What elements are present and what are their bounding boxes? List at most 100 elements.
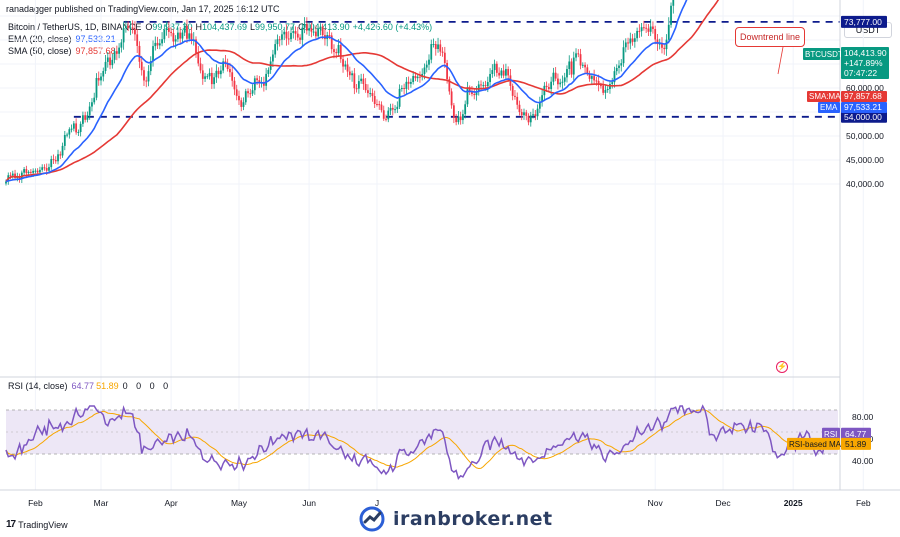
rsi-tag-value-bg [841,427,871,440]
candle-body [654,29,657,40]
candle-body [385,118,387,120]
candle-body [242,102,245,107]
candle-body [45,168,48,171]
candle-body [409,82,412,84]
rsi-legend-value: 64.77 [71,381,95,391]
candle-body [656,39,659,45]
candle-body [136,34,139,46]
candle-body [206,76,209,78]
candle-body [400,88,403,90]
candle-body [672,0,675,6]
candle-body [355,88,358,90]
candle-body [455,117,458,123]
candle-body [120,42,123,48]
candle-body [459,116,462,121]
candle-body [434,44,437,50]
downtrend-callout[interactable]: Downtrend line [735,27,805,47]
candle-body [272,54,274,62]
sma-legend[interactable]: SMA (50, close) 97,857.68 [8,46,116,56]
candle-body [66,134,68,136]
candle-body [68,129,71,135]
candle-body [247,91,249,94]
candle-body [362,78,365,85]
candle-body [299,37,301,40]
rsi-legend-label: RSI (14, close) [8,381,68,391]
candle-body [425,64,428,68]
candle-body [541,95,543,102]
tradingview-logo[interactable]: 17 TradingView [6,519,68,530]
candle-body [208,72,211,77]
candle-body [391,107,394,110]
candle-body [43,167,46,169]
candle-body [61,145,64,156]
candle-body [645,27,648,29]
candle-body [25,169,28,174]
candle-body [86,115,89,120]
candle-body [622,47,625,64]
candle-body [572,57,575,75]
candle-body [480,84,482,86]
ema-legend[interactable]: EMA (20, close) 97,533.21 [8,34,116,44]
candle-body [57,154,59,162]
symbol-name[interactable]: Bitcoin / TetherUS, 1D, BINANCE [8,22,142,32]
candle-body [525,112,528,116]
candle-body [636,30,638,39]
candle-body [11,173,14,176]
candle-body [335,52,338,54]
candle-body [283,31,286,35]
candle-body [448,79,451,92]
price-tag-price: 104,413.90 [844,48,887,58]
candle-body [84,115,87,120]
change-value: +4,426.60 (+4.43%) [352,22,433,32]
candle-body [342,59,344,67]
candle-body [443,52,446,63]
sma-tag-value: 97,857.68 [844,91,882,101]
candle-body [161,39,163,44]
candle-body [333,49,335,53]
watermark: iranbroker.net [358,505,553,533]
candle-body [267,69,270,74]
candle-body [167,28,170,32]
high-value: 104,437.69 [201,22,247,32]
candle-body [484,85,487,87]
candle-body [405,81,408,89]
tv-logo-text: TradingView [18,519,68,530]
candle-body [122,28,125,43]
candle-body [563,77,566,82]
candle-body [138,45,141,62]
candle-body [244,91,247,103]
candle-body [70,128,73,130]
candle-body [502,70,505,76]
candle-body [348,71,351,76]
candle-body [464,104,467,115]
candle-body [226,62,229,69]
candle-body [606,88,609,91]
candle-body [369,93,372,95]
symbol-legend: Bitcoin / TetherUS, 1D, BINANCE O99,987.3… [8,22,435,32]
candle-body [627,42,629,44]
candle-body [195,39,197,54]
candle-body [652,26,654,30]
candle-body [281,34,283,40]
rsi-tag-value: 64.77 [845,429,867,439]
lightning-icon[interactable]: ⚡ [776,361,788,373]
rsi-legend[interactable]: RSI (14, close) 64.77 51.89 0 0 0 0 [8,381,171,391]
level-tag-label-3: 73,777.00 [844,17,882,27]
open-key: O [145,22,153,32]
candle-body [179,32,182,39]
candle-body [529,115,532,123]
candle-body [75,123,78,133]
candle-body [380,104,383,111]
candle-body [498,72,501,76]
candle-body [457,116,460,123]
candle-body [32,170,35,173]
candle-body [430,44,433,60]
candle-body [412,75,415,83]
candle-body [554,72,557,79]
candle-body [217,70,220,75]
sma-legend-label: SMA (50, close) [8,46,72,56]
candle-body [109,57,111,66]
candle-body [446,62,448,80]
candle-body [97,77,100,81]
